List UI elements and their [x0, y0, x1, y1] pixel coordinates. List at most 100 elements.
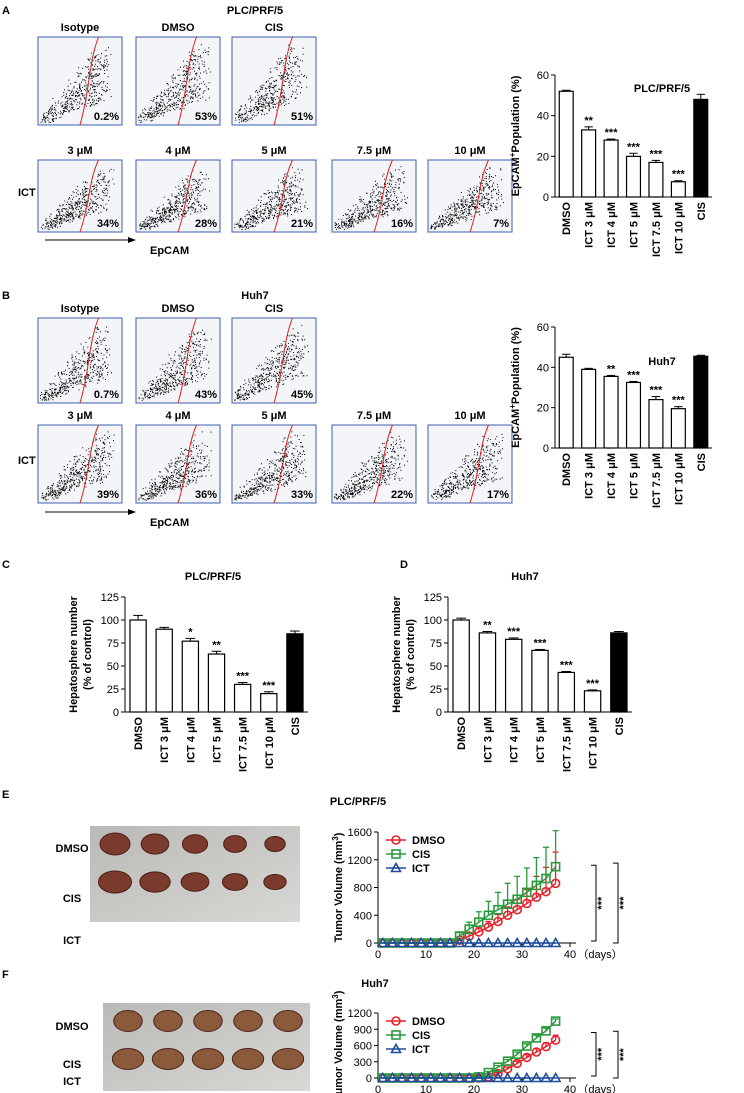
point — [473, 927, 484, 937]
panel-title: PLC/PRF/5 — [227, 5, 283, 17]
panel-letter: C — [2, 559, 10, 571]
gate-percent: 22% — [391, 489, 413, 501]
chart-title: PLC/PRF/5 — [185, 571, 241, 583]
y-axis-label-part: Tumor Volume (mm — [333, 999, 345, 1093]
gate-curve — [177, 36, 197, 126]
gate-percent: 39% — [97, 489, 119, 501]
tumor — [193, 1010, 223, 1032]
point — [493, 904, 503, 915]
x-tick-label: ICT 5 μM — [212, 717, 224, 763]
x-tick-label: ICT 3 μM — [584, 453, 596, 499]
y-tick-label: 75 — [430, 638, 442, 650]
x-tick-label: 0 — [375, 949, 381, 961]
tumor — [221, 873, 249, 891]
y-tick-label: 20 — [537, 403, 549, 415]
axis-label: EpCAM — [150, 245, 189, 257]
panel-letter: A — [2, 5, 10, 17]
significance: *** — [650, 385, 664, 397]
point — [541, 886, 551, 897]
significance-bracket — [613, 862, 619, 944]
y-axis-label-part: ) — [333, 990, 345, 994]
x-tick-label: 10 — [420, 949, 432, 961]
point — [511, 1071, 524, 1083]
point — [521, 1041, 532, 1051]
point — [549, 936, 562, 948]
y-tick-label: 125 — [424, 592, 442, 604]
flow-events — [334, 431, 409, 501]
point — [483, 922, 494, 932]
panel-letter: E — [2, 789, 9, 801]
chart-title: PLC/PRF/5 — [330, 796, 386, 808]
significance-bracket — [613, 1030, 619, 1079]
x-tick-label: CIS — [696, 453, 708, 471]
gate-percent: 16% — [391, 218, 413, 230]
plot-label: CIS — [265, 303, 283, 315]
plot-label: 3 μM — [67, 410, 92, 422]
row-label: ICT — [63, 935, 81, 947]
gate-percent: 28% — [195, 218, 217, 230]
point — [520, 1071, 533, 1083]
plot-label: DMSO — [162, 303, 195, 315]
x-tick-label: ICT 7.5 μM — [651, 202, 663, 257]
x-tick-label: 40 — [564, 949, 576, 961]
flow-events — [40, 168, 115, 230]
tumor — [113, 1010, 143, 1032]
y-tick-label: 40 — [537, 362, 549, 374]
point — [541, 873, 551, 884]
point — [396, 1071, 408, 1083]
y-axis-label-part: + — [508, 152, 517, 157]
tumor — [191, 1048, 225, 1070]
tumor — [111, 1048, 145, 1070]
y-tick-label: 40 — [537, 111, 549, 123]
bar — [557, 671, 576, 713]
significance: *** — [534, 637, 548, 649]
point — [424, 1071, 437, 1083]
y-axis-label-part: EpCAM — [510, 409, 522, 448]
y-tick-label: 1200 — [348, 1008, 372, 1020]
x-tick-label: ICT 7.5 μM — [238, 717, 250, 772]
x-tick-label: ICT 5 μM — [535, 717, 547, 763]
legend-marker — [391, 1016, 401, 1026]
y-axis-label: Hepatosphere number — [391, 595, 403, 712]
chart-title: PLC/PRF/5 — [634, 83, 690, 95]
tumor — [98, 870, 132, 894]
bar — [625, 381, 642, 449]
bar — [610, 632, 628, 713]
legend-marker — [391, 849, 401, 859]
y-tick-label: 25 — [430, 684, 442, 696]
point — [540, 936, 552, 948]
y-axis-label-part: 3 — [331, 836, 340, 841]
significance: ** — [584, 115, 593, 127]
gate-percent: 0.7% — [94, 389, 119, 401]
legend-label: ICT — [412, 863, 430, 875]
x-tick-label: 30 — [516, 949, 528, 961]
tumor — [273, 1010, 303, 1032]
bar — [670, 181, 686, 198]
significance: *** — [672, 395, 686, 407]
significance: *** — [672, 169, 686, 181]
bar — [478, 632, 497, 713]
gate-percent: 53% — [195, 111, 217, 123]
y-tick-label: 75 — [107, 638, 119, 650]
gate-percent: 33% — [291, 489, 313, 501]
x-tick-label: ICT 10 μM — [264, 717, 276, 769]
y-axis-label: Hepatosphere number — [68, 595, 80, 712]
gate-curve — [79, 159, 99, 233]
significance: *** — [586, 678, 600, 690]
x-tick-label: ICT 3 μM — [584, 202, 596, 248]
gate-curve — [273, 424, 293, 504]
legend-marker — [391, 835, 401, 845]
point — [541, 1026, 551, 1036]
point — [531, 1033, 542, 1043]
y-tick-label: 0 — [113, 707, 119, 719]
significance: ** — [212, 639, 221, 651]
point — [482, 1071, 495, 1083]
gate-percent: 36% — [195, 489, 217, 501]
gate-curve — [273, 317, 293, 404]
y-tick-label: 800 — [354, 883, 372, 895]
point — [444, 1071, 456, 1083]
gate-curve — [373, 424, 393, 504]
point — [521, 1052, 532, 1063]
plot-label: Isotype — [61, 22, 100, 34]
gate-percent: 34% — [97, 218, 119, 230]
